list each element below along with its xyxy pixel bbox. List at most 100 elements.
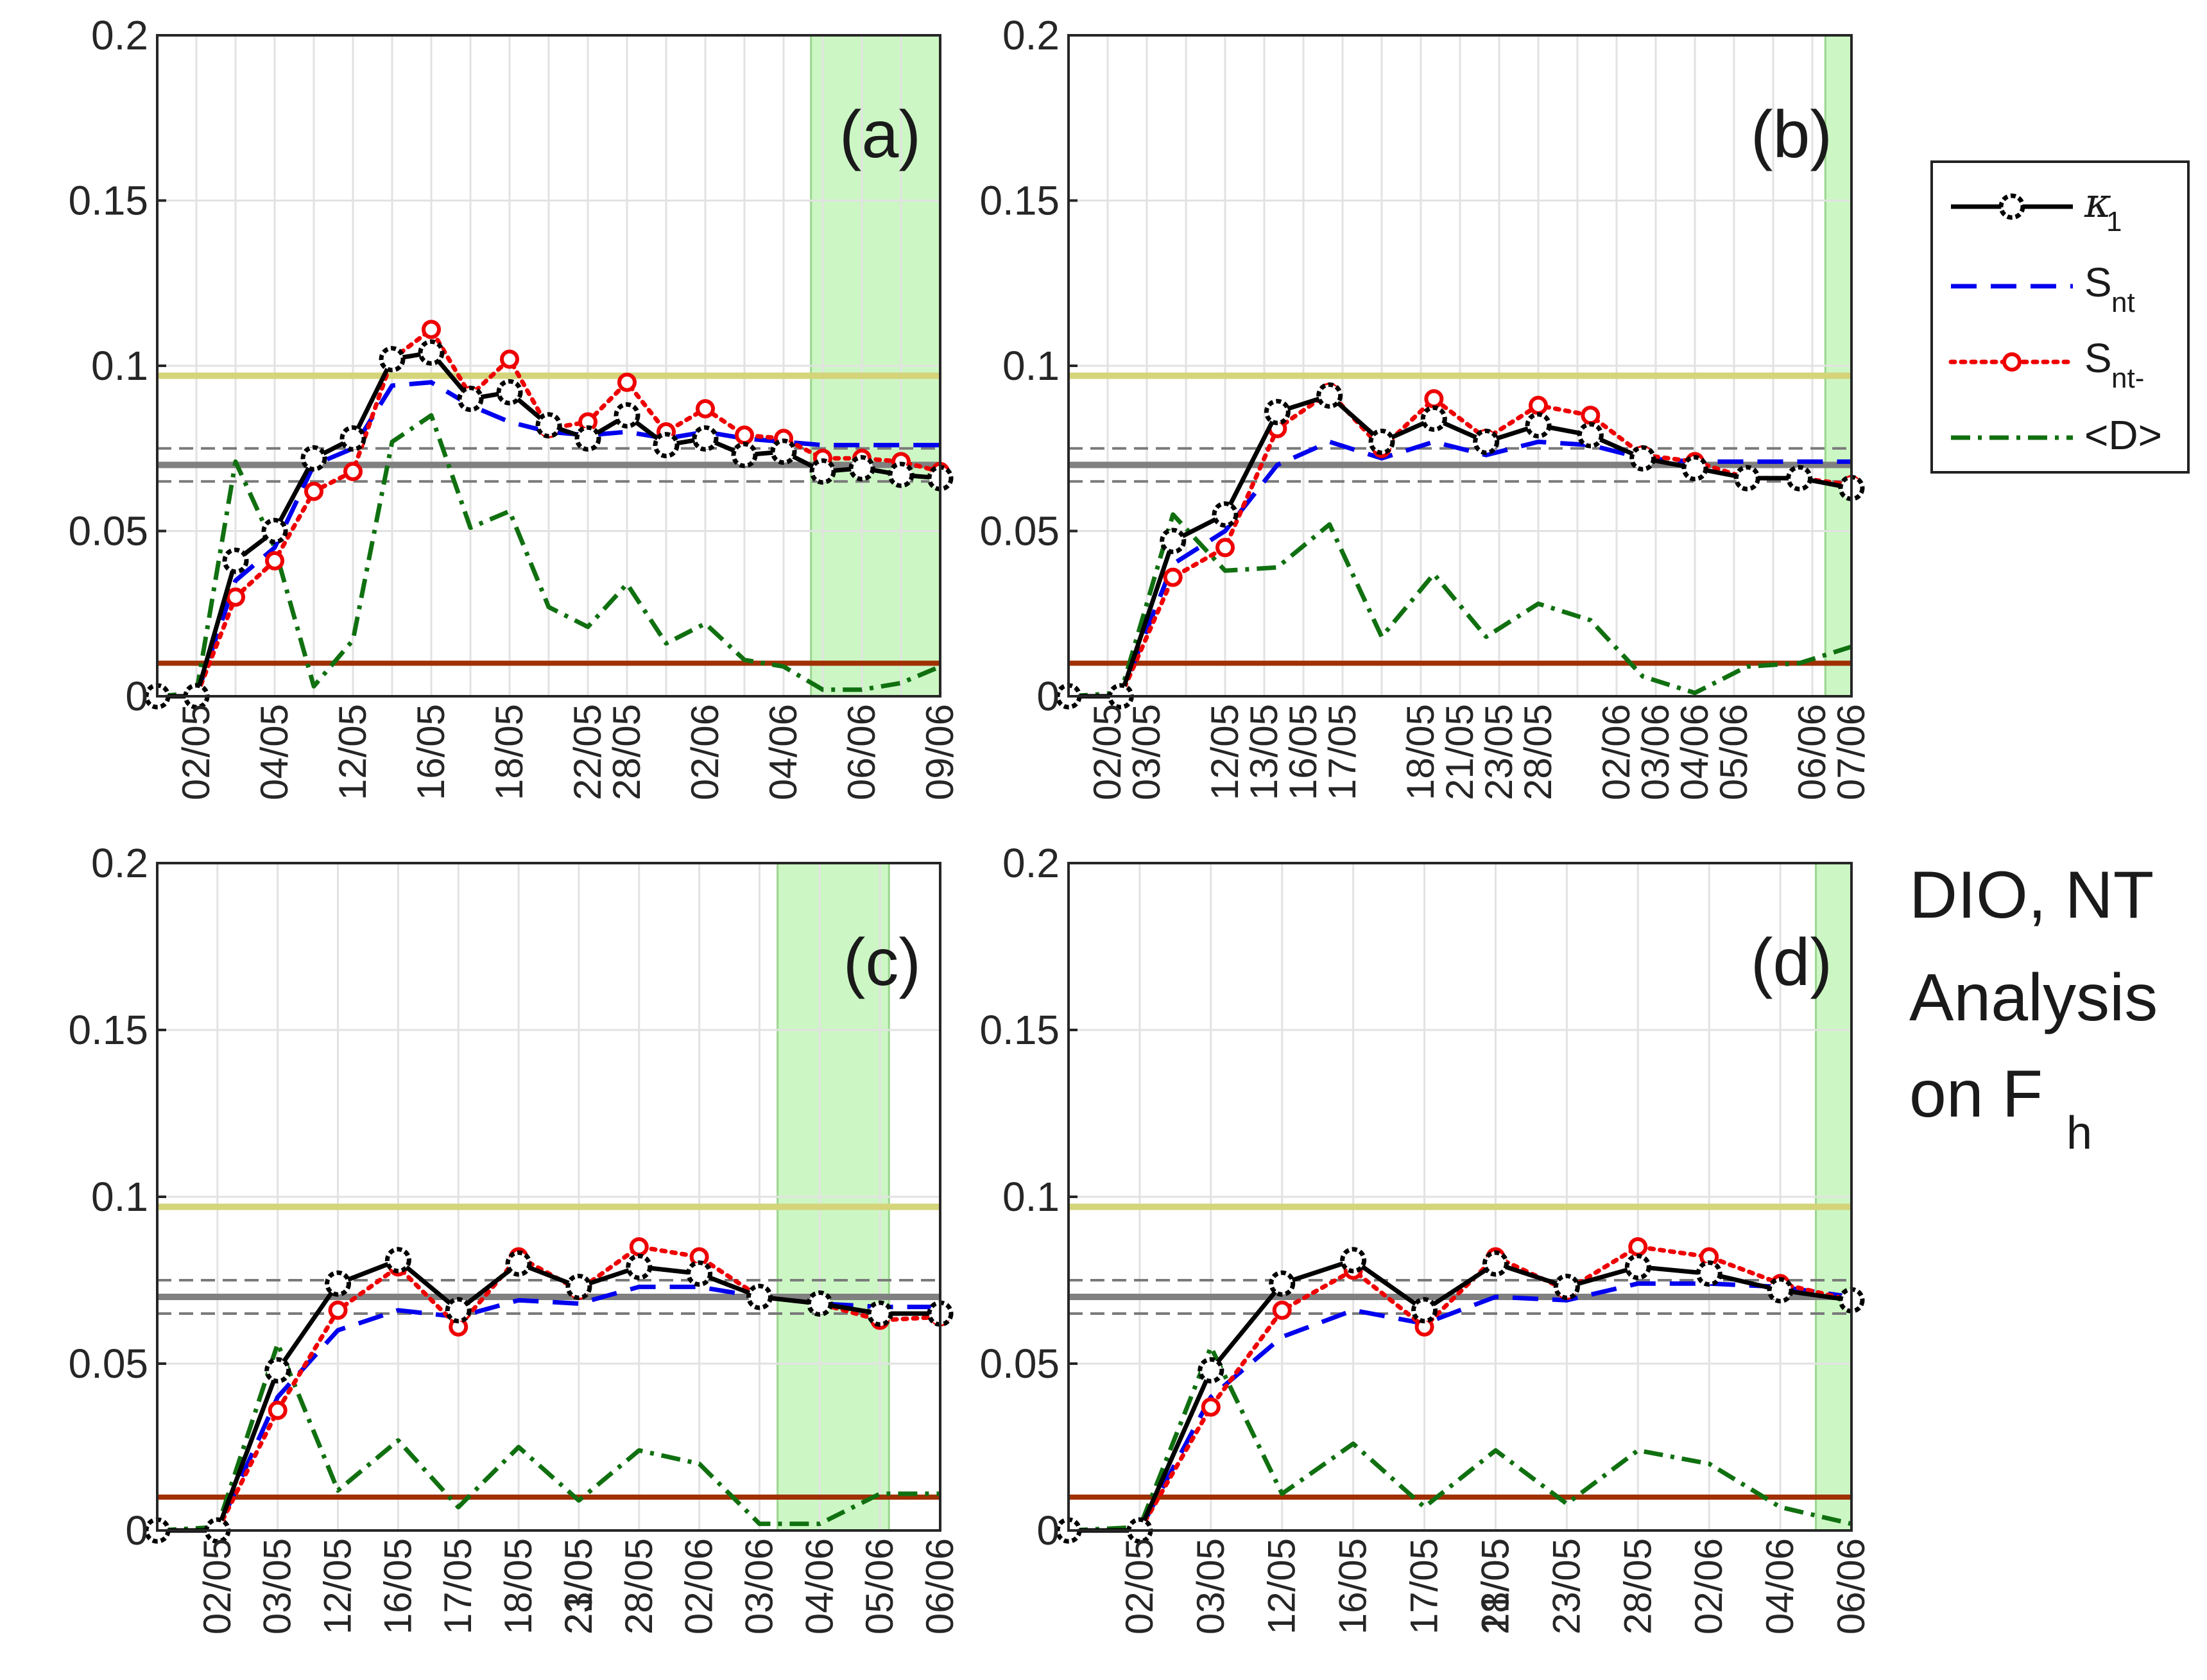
xtick-label: 05/06 xyxy=(1712,704,1755,800)
xtick-label: 04/06 xyxy=(1758,1538,1801,1634)
legend-box xyxy=(1930,160,2190,474)
xtick-label: 16/05 xyxy=(1332,1538,1375,1634)
point-kappa xyxy=(1681,455,1708,482)
xtick-label: 02/06 xyxy=(1595,704,1638,800)
xtick-label: 18/05 xyxy=(1399,704,1442,800)
ytick-label: 0.05 xyxy=(979,508,1060,554)
xtick-label: 18/05 xyxy=(488,704,531,800)
point-kappa xyxy=(809,458,836,485)
xtick-label: 17/05 xyxy=(1321,704,1364,800)
legend-marker-kappa xyxy=(1998,193,2025,220)
panel-label-b: (b) xyxy=(1751,98,1832,172)
point-sntm xyxy=(1272,1300,1292,1320)
xtick-label: 21/05 xyxy=(1438,704,1481,800)
xtick-label: 06/06 xyxy=(1791,704,1833,800)
point-kappa xyxy=(1420,405,1447,432)
xtick-label: 12/05 xyxy=(316,1538,359,1634)
series-line-snt-b xyxy=(1069,440,1851,699)
panels: 0 0.05 0.1 0.15 0.2 02/05 04/05 12/05 16/05 18/05… xyxy=(68,12,1873,1634)
point-kappa xyxy=(1629,445,1656,472)
point-kappa xyxy=(325,1270,352,1297)
point-kappa xyxy=(848,455,875,482)
point-sntm xyxy=(629,1237,649,1256)
xtick-label: 21/05 xyxy=(557,1538,600,1634)
point-kappa xyxy=(686,1260,713,1287)
xtick-label: 18/05 xyxy=(1473,1538,1516,1634)
ytick-label: 0.2 xyxy=(91,840,148,886)
legend-marker-sntm xyxy=(2002,352,2022,372)
point-kappa xyxy=(1269,1270,1296,1297)
point-kappa xyxy=(806,1290,833,1317)
xtick-label: 06/06 xyxy=(1830,1538,1873,1634)
ytick-label: 0.2 xyxy=(1002,840,1060,886)
legend-label-sntm: S xyxy=(2084,335,2112,381)
point-sntm xyxy=(226,587,245,607)
xtick-label: 28/05 xyxy=(617,1538,660,1634)
xtick-label: 04/06 xyxy=(798,1538,841,1634)
point-kappa xyxy=(505,1250,532,1277)
point-kappa xyxy=(261,518,288,544)
point-kappa xyxy=(614,402,640,429)
point-sntm xyxy=(696,399,715,418)
legend-label-kappa: κ xyxy=(2084,180,2111,227)
point-kappa xyxy=(535,412,562,439)
point-kappa xyxy=(418,339,445,366)
point-kappa xyxy=(1368,428,1395,455)
series-line-d-b xyxy=(1068,512,1853,699)
legend-item-kappa: κ 1 xyxy=(1951,180,2122,237)
xtick-label: 09/06 xyxy=(918,704,961,800)
ytick-label: 0.05 xyxy=(979,1341,1060,1387)
xtick-label: 16/05 xyxy=(409,704,452,800)
xtick-label: 04/06 xyxy=(762,704,805,800)
point-kappa xyxy=(1786,465,1813,492)
point-kappa xyxy=(653,432,680,459)
ytick-label: 0.05 xyxy=(68,508,148,554)
xtick-label: 04/05 xyxy=(253,704,296,800)
legend-sub-kappa: 1 xyxy=(2106,206,2122,237)
xtick-label: 12/05 xyxy=(1203,704,1246,800)
series-line-kappa-b xyxy=(1069,393,1852,699)
xtick-label: 02/06 xyxy=(683,704,726,800)
caption-line-1: DIO, NT xyxy=(1909,858,2154,932)
ytick-label: 0.2 xyxy=(91,12,148,58)
series-line-sntm-d xyxy=(1066,1244,1854,1533)
panel-label-d: (d) xyxy=(1751,925,1832,1000)
point-kappa xyxy=(1473,428,1500,455)
point-sntm xyxy=(1628,1237,1648,1256)
point-kappa xyxy=(866,1300,893,1327)
point-kappa xyxy=(746,1283,773,1310)
point-sntm xyxy=(617,372,637,392)
point-kappa xyxy=(384,1247,411,1274)
xtick-label: 06/06 xyxy=(840,704,883,800)
ytick-label: 0.2 xyxy=(1002,12,1060,58)
point-sntm xyxy=(268,1400,288,1420)
chart-panel-d: 0 0.05 0.1 0.15 0.2 02/05 03/05 12/05 16/05 17/05… xyxy=(979,840,1873,1634)
xtick-label: 17/05 xyxy=(1403,1538,1446,1634)
caption: DIO, NT Analysis on F h xyxy=(1909,858,2158,1159)
ytick-label: 0.1 xyxy=(91,343,148,389)
point-kappa xyxy=(1411,1297,1438,1324)
point-kappa xyxy=(770,438,797,465)
chart-panel-c: 0 0.05 0.1 0.15 0.2 02/05 03/05 12/05 16/05 17/05… xyxy=(68,840,961,1634)
series-line-d-a xyxy=(157,413,941,699)
point-kappa xyxy=(445,1297,472,1324)
point-sntm xyxy=(343,461,363,481)
point-kappa xyxy=(1212,501,1239,528)
xtick-label: 03/06 xyxy=(737,1538,780,1634)
point-kappa xyxy=(1160,527,1187,554)
xtick-label: 23/05 xyxy=(1477,704,1520,800)
panel-label-c: (c) xyxy=(843,925,921,1000)
point-kappa xyxy=(1577,422,1604,449)
xtick-label: 22/05 xyxy=(566,704,609,800)
point-kappa xyxy=(1767,1277,1794,1304)
xtick-label: 02/05 xyxy=(196,1538,239,1634)
xtick-label: 02/05 xyxy=(1118,1538,1161,1634)
legend-sub-snt: nt xyxy=(2111,287,2135,318)
xtick-label: 28/05 xyxy=(1516,704,1559,800)
point-kappa xyxy=(888,461,915,488)
legend-item-d: <D> xyxy=(1951,412,2162,458)
series-line-snt-a xyxy=(157,380,940,699)
point-sntm xyxy=(1529,395,1548,415)
legend-label-d: <D> xyxy=(2084,412,2162,458)
